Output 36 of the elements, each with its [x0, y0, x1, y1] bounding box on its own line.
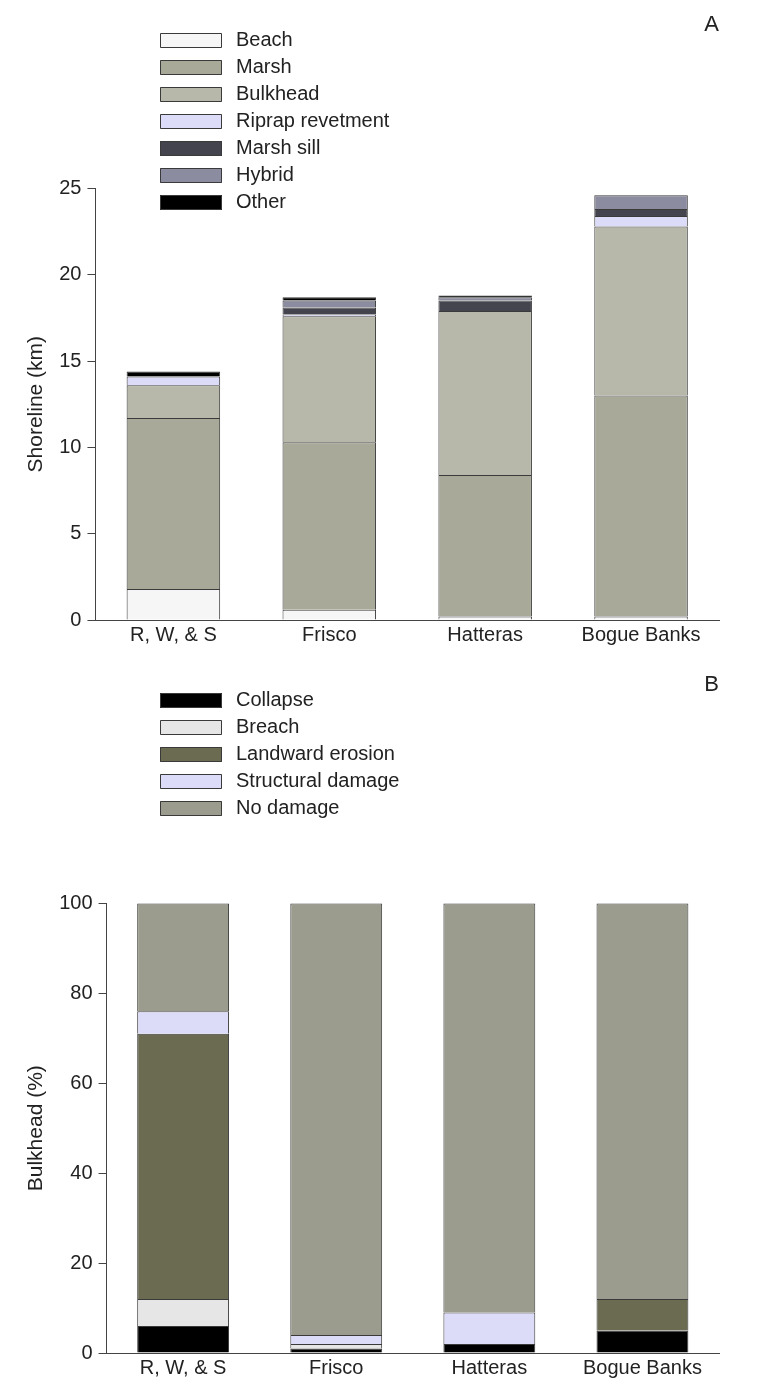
- legend-label: Structural damage: [236, 768, 400, 791]
- legend-label: Hybrid: [236, 162, 294, 185]
- x-tick-label: Bogue Banks: [581, 622, 701, 645]
- y-tick-label: 10: [59, 434, 82, 457]
- legend-label: Beach: [236, 27, 293, 50]
- legend-label: No damage: [236, 795, 340, 818]
- y-tick-label: 25: [59, 175, 82, 198]
- y-tick-label: 40: [70, 1160, 93, 1183]
- legend-label: Marsh: [236, 54, 292, 77]
- x-tick-label: Hatteras: [451, 1355, 528, 1378]
- x-tick-label: Frisco: [302, 622, 357, 645]
- y-tick-label: 15: [59, 348, 82, 371]
- y-tick-label: 80: [70, 980, 93, 1003]
- legend-label: Breach: [236, 714, 300, 737]
- x-tick-label: R, W, & S: [139, 1355, 227, 1378]
- legend-label: Landward erosion: [236, 741, 395, 764]
- y-tick-label: 60: [70, 1070, 93, 1093]
- y-axis-title: Shoreline (km): [23, 335, 47, 473]
- y-tick-label: 100: [59, 890, 93, 913]
- legend-label: Marsh sill: [236, 135, 321, 158]
- chart-title: B: [704, 671, 719, 697]
- y-tick-label: 5: [70, 521, 82, 544]
- x-tick-label: Frisco: [309, 1355, 364, 1378]
- legend-label: Riprap revetment: [236, 108, 390, 131]
- y-tick-label: 0: [81, 1340, 93, 1363]
- y-axis-title: Bulkhead (%): [23, 1065, 47, 1192]
- legend-label: Collapse: [236, 687, 314, 710]
- x-tick-label: R, W, & S: [130, 622, 217, 645]
- x-tick-label: Bogue Banks: [582, 1355, 702, 1378]
- y-tick-label: 0: [70, 607, 82, 630]
- x-tick-label: Hatteras: [447, 622, 523, 645]
- legend-label: Bulkhead: [236, 81, 320, 104]
- y-tick-label: 20: [70, 1250, 93, 1273]
- legend-label: Other: [236, 189, 287, 212]
- chart-title: A: [704, 11, 720, 37]
- y-tick-label: 20: [59, 262, 82, 285]
